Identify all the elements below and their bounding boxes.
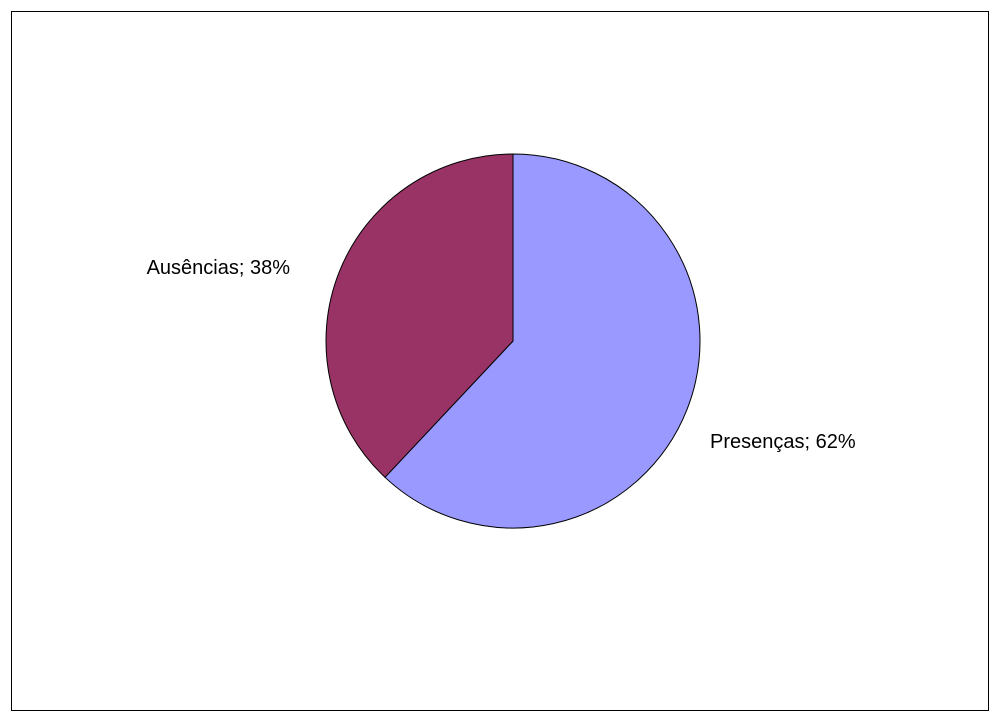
slice-label-presencas: Presenças; 62% bbox=[710, 431, 856, 453]
slices-group bbox=[325, 153, 701, 529]
labels-group: Presenças; 62% Ausências; 38% bbox=[147, 257, 856, 453]
slice-label-ausencias: Ausências; 38% bbox=[147, 257, 291, 279]
pie-slice-presencas bbox=[384, 153, 701, 529]
pie-chart: Presenças; 62% Ausências; 38% bbox=[147, 153, 856, 529]
pie-slice-ausencias bbox=[325, 153, 514, 479]
